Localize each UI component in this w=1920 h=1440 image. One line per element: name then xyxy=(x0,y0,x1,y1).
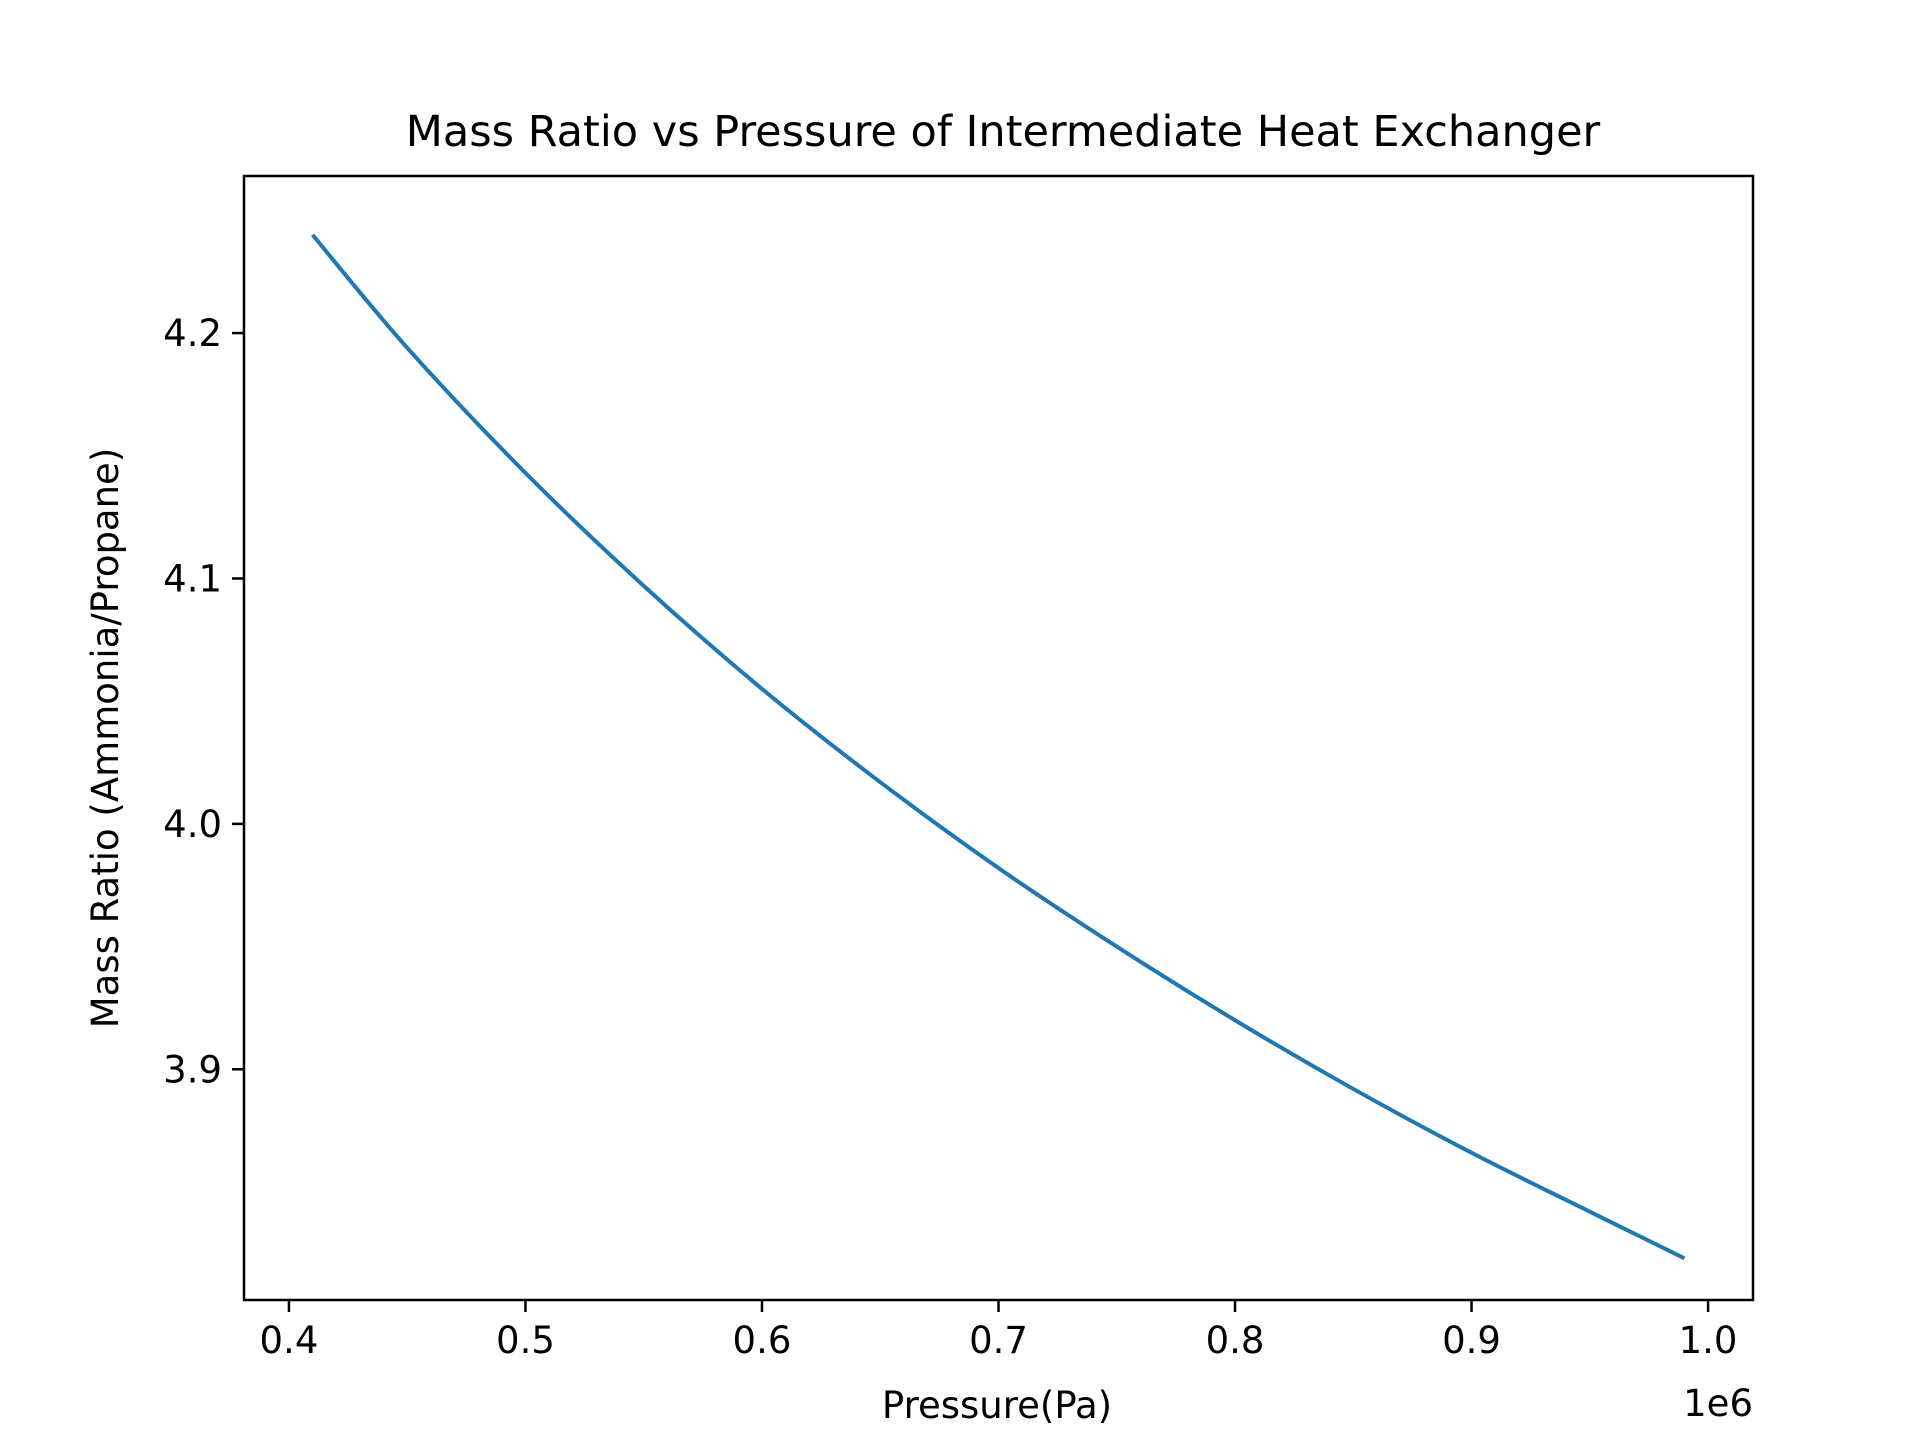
x-tick-label: 0.9 xyxy=(1442,1319,1501,1362)
y-tick-label: 4.1 xyxy=(163,557,222,600)
y-tick-label: 3.9 xyxy=(163,1048,222,1091)
y-tick-label: 4.2 xyxy=(163,312,222,355)
y-tick-label: 4.0 xyxy=(163,803,222,846)
plot-area xyxy=(311,233,1686,1261)
y-axis-ticks: 3.9 4.0 4.1 4.2 xyxy=(163,312,244,1091)
x-tick-label: 0.6 xyxy=(733,1319,792,1362)
x-tick-label: 1.0 xyxy=(1679,1319,1738,1362)
x-tick-label: 0.8 xyxy=(1206,1319,1265,1362)
chart-title: Mass Ratio vs Pressure of Intermediate H… xyxy=(406,107,1601,157)
x-axis-offset-label: 1e6 xyxy=(1683,1382,1753,1425)
x-tick-label: 0.5 xyxy=(496,1319,555,1362)
series-line xyxy=(311,233,1686,1261)
axes-frame xyxy=(242,174,1755,1302)
x-axis-ticks: 0.4 0.5 0.6 0.7 0.8 0.9 1.0 xyxy=(260,1300,1738,1362)
x-tick-label: 0.7 xyxy=(969,1319,1028,1362)
x-tick-label: 0.4 xyxy=(260,1319,319,1362)
y-axis-label: Mass Ratio (Ammonia/Propane) xyxy=(84,448,127,1029)
x-axis-label: Pressure(Pa) xyxy=(882,1384,1112,1427)
